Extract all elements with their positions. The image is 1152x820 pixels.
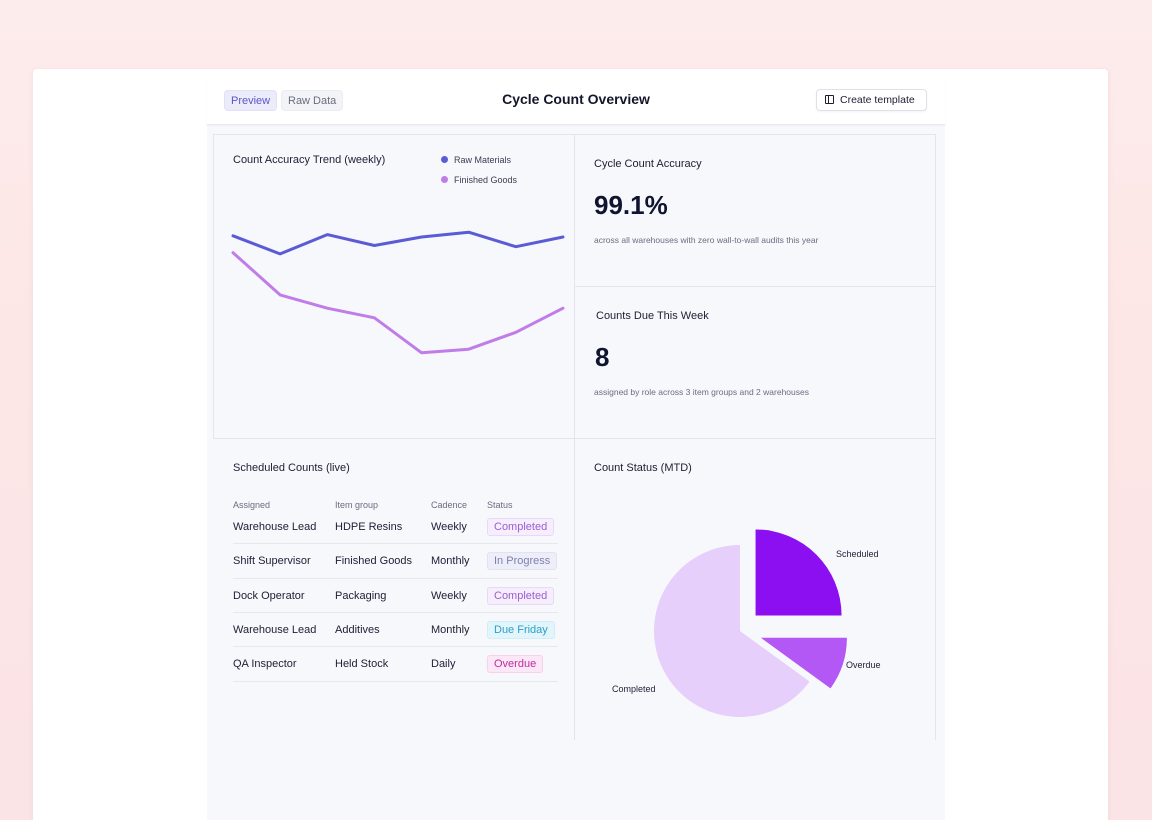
kpi-accuracy-title: Cycle Count Accuracy <box>594 158 702 170</box>
legend-label: Finished Goods <box>454 175 518 185</box>
status-badge: Completed <box>487 587 555 605</box>
status-badge: Due Friday <box>487 621 555 639</box>
dashboard-panel <box>207 76 945 820</box>
create-template-label: Create template <box>840 94 915 106</box>
cell-cadence: Weekly <box>431 590 467 602</box>
cell-assigned: QA Inspector <box>233 658 297 670</box>
series-line-finished-goods <box>231 251 565 355</box>
grid-divider <box>574 286 935 287</box>
pie-label-overdue: Overdue <box>846 660 881 670</box>
grid-divider <box>935 134 936 740</box>
template-icon <box>825 95 834 104</box>
pie-slice-completed <box>653 545 810 717</box>
pie-slice-overdue <box>760 637 847 689</box>
cell-assigned: Warehouse Lead <box>233 624 317 636</box>
pie-slice-scheduled <box>755 529 842 616</box>
cell-item-group: Additives <box>335 624 380 636</box>
cell-cadence: Daily <box>431 658 456 670</box>
row-divider <box>233 578 558 579</box>
status-badge: Completed <box>487 518 555 536</box>
cell-item-group: Held Stock <box>335 658 389 670</box>
kpi-due-title: Counts Due This Week <box>596 310 709 322</box>
pie-label-completed: Completed <box>612 684 656 694</box>
cell-cadence: Weekly <box>431 521 467 533</box>
cell-item-group: Finished Goods <box>335 555 413 567</box>
kpi-accuracy-subtext: across all warehouses with zero wall-to-… <box>594 235 819 245</box>
cell-item-group: HDPE Resins <box>335 521 403 533</box>
row-divider <box>233 543 558 544</box>
row-divider <box>233 646 558 647</box>
cell-assigned: Shift Supervisor <box>233 555 311 567</box>
cell-cadence: Monthly <box>431 624 470 636</box>
cell-cadence: Monthly <box>431 555 470 567</box>
kpi-accuracy-value: 99.1% <box>594 190 668 220</box>
kpi-due-subtext: assigned by role across 3 item groups an… <box>594 387 809 397</box>
trend-title: Count Accuracy Trend (weekly) <box>233 154 386 166</box>
row-divider <box>233 612 558 613</box>
column-header-status: Status <box>487 500 513 510</box>
schedule-title: Scheduled Counts (live) <box>233 462 350 474</box>
column-header-cadence: Cadence <box>431 500 468 510</box>
kpi-due-value: 8 <box>595 342 610 372</box>
cell-item-group: Packaging <box>335 590 387 602</box>
grid-divider <box>574 134 575 740</box>
status-badge: In Progress <box>487 552 558 570</box>
legend-label: Raw Materials <box>454 155 512 165</box>
pie-label-scheduled: Scheduled <box>836 549 879 559</box>
tab-raw-data[interactable]: Raw Data <box>281 90 344 111</box>
pie-title: Count Status (MTD) <box>594 462 692 474</box>
status-badge: Overdue <box>487 655 544 673</box>
create-template-button[interactable]: Create template <box>816 89 927 111</box>
column-header-item-group: Item group <box>335 500 379 510</box>
legend-raw-materials: Raw Materials <box>441 155 511 165</box>
cell-assigned: Dock Operator <box>233 590 305 602</box>
grid-divider <box>213 134 214 438</box>
page-title: Cycle Count Overview <box>502 91 650 107</box>
legend-dot-icon <box>441 176 448 183</box>
legend-finished-goods: Finished Goods <box>441 175 517 185</box>
tab-preview[interactable]: Preview <box>224 90 278 111</box>
legend-dot-icon <box>441 156 448 163</box>
cell-assigned: Warehouse Lead <box>233 521 317 533</box>
column-header-assigned: Assigned <box>233 500 271 510</box>
row-divider <box>233 681 558 682</box>
series-line-raw-materials <box>231 230 565 256</box>
grid-divider <box>213 438 936 439</box>
